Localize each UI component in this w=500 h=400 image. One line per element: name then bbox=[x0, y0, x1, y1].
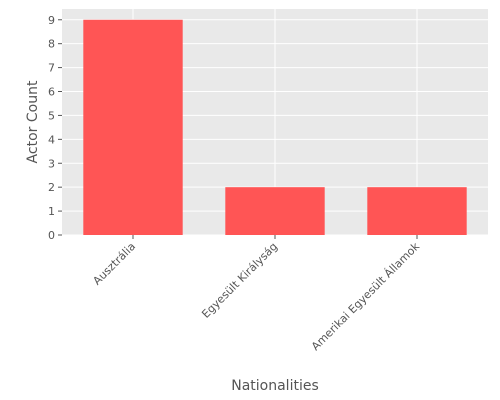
y-tick-label: 7 bbox=[48, 62, 55, 75]
bar-1 bbox=[83, 19, 183, 236]
x-axis-title: Nationalities bbox=[231, 378, 319, 394]
x-tick-label: Amerikai Egyesült Államok bbox=[309, 239, 423, 353]
y-tick-label: 2 bbox=[48, 181, 55, 194]
y-tick-label: 4 bbox=[48, 133, 55, 146]
y-tick-label: 3 bbox=[48, 157, 55, 170]
y-tick-label: 8 bbox=[48, 38, 55, 51]
x-ticks: Ausztrália Egyesült Királyság Amerikai Egy… bbox=[90, 235, 423, 353]
y-tick-label: 9 bbox=[48, 14, 55, 27]
x-tick-label: Ausztrália bbox=[90, 240, 138, 288]
bar-2 bbox=[225, 187, 325, 235]
y-tick-label: 5 bbox=[48, 109, 55, 122]
y-tick-label: 6 bbox=[48, 86, 55, 99]
y-ticks: 0 1 2 3 4 5 6 7 8 9 bbox=[48, 14, 62, 242]
x-tick-label: Egyesült Királyság bbox=[199, 240, 280, 321]
bar-3 bbox=[367, 187, 467, 235]
y-tick-label: 0 bbox=[48, 229, 55, 242]
bars bbox=[83, 19, 467, 236]
y-tick-label: 1 bbox=[48, 205, 55, 218]
y-axis-title: Actor Count bbox=[25, 80, 41, 163]
